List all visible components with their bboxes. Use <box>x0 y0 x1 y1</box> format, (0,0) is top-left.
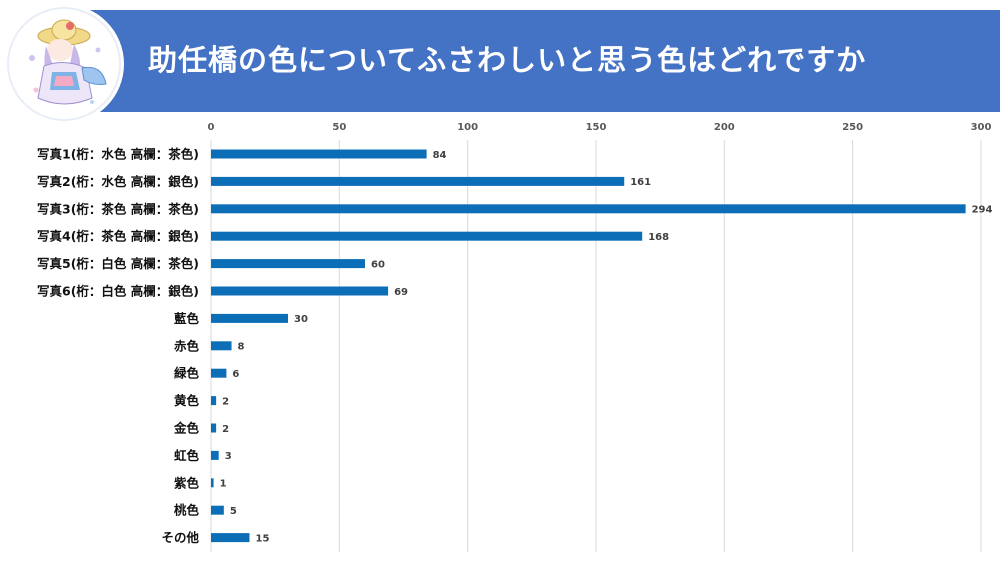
bar <box>211 341 232 351</box>
category-label: 紫色 <box>174 475 200 490</box>
category-label: 写真3(桁：茶色 高欄：茶色) <box>37 201 199 216</box>
grid-lines <box>210 140 982 552</box>
bar <box>211 368 227 378</box>
category-label: その他 <box>161 530 199 545</box>
data-label: 15 <box>256 533 270 544</box>
bar <box>211 396 217 406</box>
bar <box>211 231 643 241</box>
category-label: 写真1(桁：水色 高欄：茶色) <box>37 147 199 162</box>
bar <box>211 313 288 323</box>
data-label: 69 <box>394 287 408 298</box>
data-label: 168 <box>648 232 669 243</box>
category-label: 虹色 <box>174 448 200 463</box>
page-title: 助任橋の色についてふさわしいと思う色はどれですか <box>148 43 867 77</box>
bar <box>211 478 214 488</box>
bar <box>211 149 427 159</box>
x-axis-ticks: 0 50 100 150 200 250 300 <box>208 122 992 133</box>
bars <box>211 149 966 543</box>
x-tick-label: 0 <box>208 122 215 133</box>
bar <box>211 505 224 515</box>
data-label: 5 <box>230 506 237 517</box>
bar <box>211 533 250 543</box>
category-label: 写真5(桁：白色 高欄：茶色) <box>37 256 199 271</box>
category-label: 写真6(桁：白色 高欄：銀色) <box>37 284 199 299</box>
data-label: 30 <box>294 314 308 325</box>
category-labels: 写真1(桁：水色 高欄：茶色) 写真2(桁：水色 高欄：銀色) 写真3(桁：茶色 高… <box>37 147 199 546</box>
category-label: 桃色 <box>174 503 200 518</box>
bar <box>211 423 217 433</box>
title-banner <box>64 10 1000 112</box>
category-label: 金色 <box>173 421 200 436</box>
bar-chart: 0 50 100 150 200 250 300 写真1(桁：水色 高欄：茶色) 写真2(桁：… <box>37 122 993 552</box>
data-label: 84 <box>433 150 447 161</box>
category-label: 写真4(桁：茶色 高欄：銀色) <box>37 229 199 244</box>
mascot-logo-icon <box>6 6 122 122</box>
data-label: 2 <box>222 424 229 435</box>
bar <box>211 204 966 214</box>
x-tick-label: 300 <box>971 122 992 133</box>
x-tick-label: 150 <box>586 122 607 133</box>
x-tick-label: 250 <box>842 122 863 133</box>
data-label: 2 <box>222 396 229 407</box>
x-tick-label: 100 <box>457 122 478 133</box>
category-label: 赤色 <box>174 338 200 353</box>
bar <box>211 259 365 269</box>
category-label: 緑色 <box>174 366 200 381</box>
bar <box>211 176 625 186</box>
data-label: 3 <box>225 451 232 462</box>
x-tick-label: 50 <box>332 122 346 133</box>
bar <box>211 450 219 460</box>
x-tick-label: 200 <box>714 122 735 133</box>
bar <box>211 286 389 296</box>
data-label: 1 <box>220 479 227 490</box>
data-label: 60 <box>371 259 385 270</box>
category-label: 写真2(桁：水色 高欄：銀色) <box>37 174 199 189</box>
data-label: 6 <box>232 369 239 380</box>
data-label: 161 <box>630 177 651 188</box>
category-label: 黄色 <box>174 393 200 408</box>
data-label: 294 <box>972 205 993 216</box>
category-label: 藍色 <box>174 311 200 326</box>
data-label: 8 <box>238 342 245 353</box>
